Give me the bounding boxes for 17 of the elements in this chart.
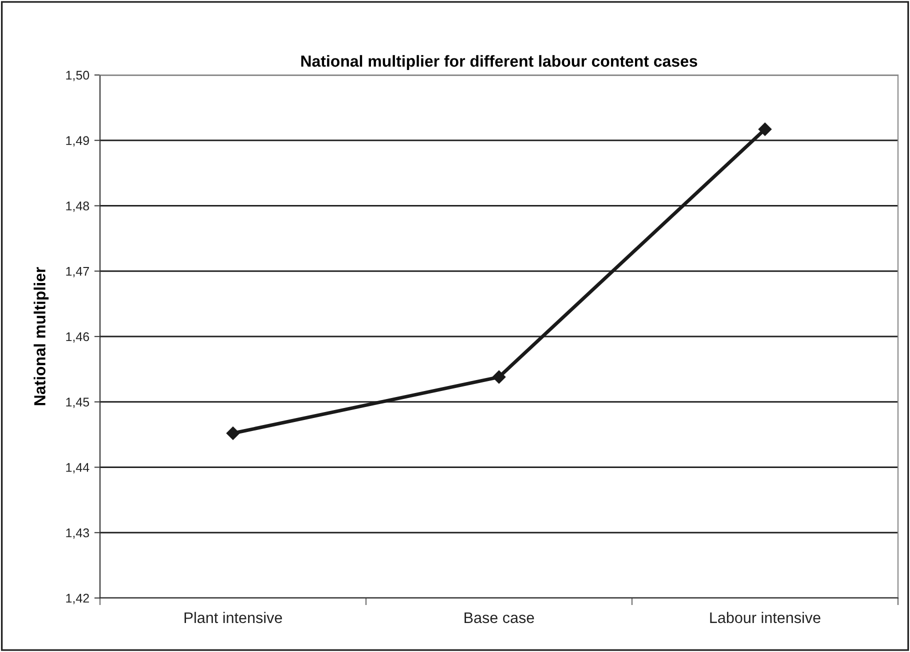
y-tick-label: 1,42: [66, 594, 89, 604]
y-tick-label: 1,45: [66, 398, 90, 408]
y-tick-label: 1,46: [66, 332, 90, 343]
y-tick-label: 1,50: [66, 70, 90, 82]
y-tick-label: 1,43: [66, 528, 90, 539]
y-tick-label: 1,47: [66, 267, 89, 278]
y-tick-label: 1,44: [66, 463, 90, 474]
x-tick-label: Labour intensive: [710, 612, 820, 624]
x-tick-label: Plant intensive: [184, 612, 282, 624]
y-tick-label: 1,48: [66, 202, 90, 212]
y-tick-label: 1,49: [66, 136, 89, 147]
y-axis-title: National multiplier: [34, 267, 49, 406]
point: [226, 426, 240, 440]
point: [492, 370, 506, 384]
point: [758, 122, 772, 136]
x-tick-label: Base case: [464, 612, 534, 624]
chart-title: National multiplier for different labour content cases: [301, 55, 698, 70]
